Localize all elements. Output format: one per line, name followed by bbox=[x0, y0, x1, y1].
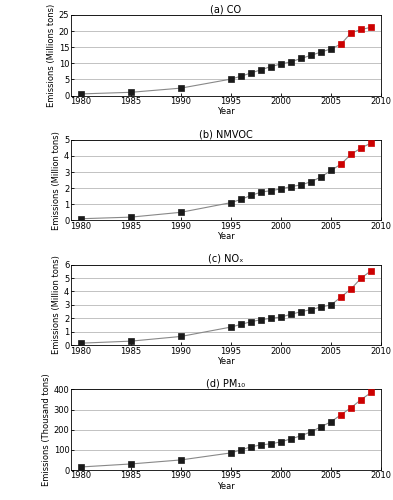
Title: (a) CO: (a) CO bbox=[210, 4, 242, 14]
Y-axis label: Emissions (Millions tons): Emissions (Millions tons) bbox=[47, 4, 56, 107]
X-axis label: Year: Year bbox=[217, 357, 235, 366]
X-axis label: Year: Year bbox=[217, 108, 235, 116]
Y-axis label: Emissions (Million tons): Emissions (Million tons) bbox=[52, 130, 61, 230]
X-axis label: Year: Year bbox=[217, 232, 235, 241]
Title: (c) NOₓ: (c) NOₓ bbox=[208, 254, 244, 264]
X-axis label: Year: Year bbox=[217, 482, 235, 491]
Title: (b) NMVOC: (b) NMVOC bbox=[199, 129, 253, 139]
Y-axis label: Emissions (Million tons): Emissions (Million tons) bbox=[52, 256, 61, 354]
Y-axis label: Emissions (Thousand tons): Emissions (Thousand tons) bbox=[42, 374, 51, 486]
Title: (d) PM₁₀: (d) PM₁₀ bbox=[206, 378, 246, 388]
